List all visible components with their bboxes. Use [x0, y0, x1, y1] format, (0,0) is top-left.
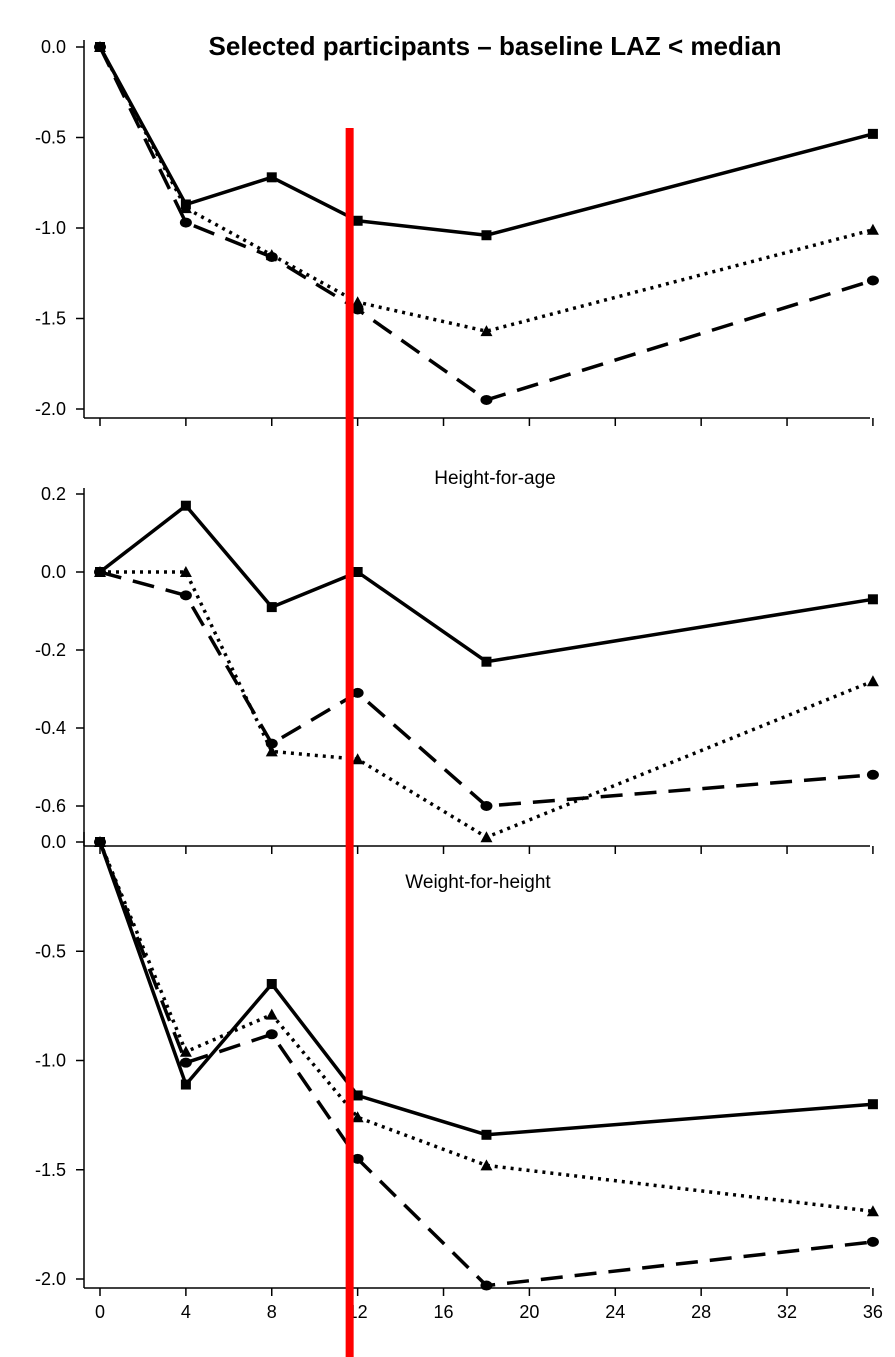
x-tick-label: 32 [777, 1302, 797, 1322]
series-line-dashed [99, 570, 874, 808]
y-tick-label: 0.0 [41, 562, 66, 582]
x-tick-label: 16 [434, 1302, 454, 1322]
marker-square [180, 1079, 191, 1090]
marker-square [867, 594, 878, 605]
marker-triangle [179, 566, 192, 577]
marker-circle [866, 1236, 879, 1247]
series-line-dashed [98, 841, 874, 1288]
marker-square [266, 602, 277, 613]
marker-triangle [265, 1008, 278, 1020]
panel-title: Weight-for-height [405, 872, 551, 893]
marker-triangle [351, 753, 364, 765]
y-tick-label: -2.0 [35, 399, 66, 419]
marker-triangle [866, 675, 879, 687]
marker-circle [351, 1153, 364, 1164]
x-tick-label: 20 [519, 1302, 539, 1322]
marker-square [266, 172, 277, 183]
marker-triangle [351, 296, 364, 308]
y-tick-label: -0.5 [35, 941, 66, 961]
panel-weight-for-height: 0.0-0.5-1.0-1.5-2.00 4 8 12 16 20 24 28 32 36Weig… [35, 832, 883, 1322]
series-line-solid [98, 46, 874, 237]
y-tick-label: -0.2 [35, 640, 66, 660]
marker-square [180, 500, 191, 511]
marker-circle [480, 801, 493, 811]
series-line-dotted [98, 841, 874, 1214]
marker-circle [480, 1280, 493, 1291]
marker-triangle [480, 325, 493, 337]
marker-circle [265, 1029, 278, 1040]
marker-square [352, 215, 363, 226]
panel-title: Height-for-age [434, 468, 555, 489]
y-tick-label: 0.0 [41, 37, 66, 57]
marker-square [867, 1099, 878, 1110]
marker-circle [94, 837, 106, 847]
y-tick-label: -1.5 [35, 1160, 66, 1180]
marker-circle [265, 738, 278, 749]
y-tick-label: -0.5 [35, 128, 66, 148]
panel-height-for-age: 0.2 0.0 -0.2 -0.4 -0.6 Height-for-age [35, 468, 879, 854]
series-line-dotted [100, 570, 874, 839]
x-tick-label: 0 [95, 1302, 105, 1322]
y-tick-label: -1.5 [35, 309, 66, 329]
marker-square [352, 567, 363, 577]
y-tick-label: -0.4 [35, 718, 66, 738]
marker-triangle [480, 831, 493, 843]
x-tick-label: 4 [181, 1302, 191, 1322]
marker-triangle [179, 202, 192, 214]
marker-circle [480, 394, 493, 405]
marker-circle [265, 251, 278, 262]
marker-square [481, 656, 492, 667]
marker-circle [179, 217, 192, 228]
x-tick-label: 8 [267, 1302, 277, 1322]
marker-circle [94, 567, 106, 577]
x-tick-label: 28 [691, 1302, 711, 1322]
marker-triangle [351, 1111, 364, 1123]
marker-square [266, 979, 277, 990]
series-line-solid [98, 503, 874, 664]
marker-circle [179, 590, 192, 601]
marker-square [867, 128, 878, 139]
marker-circle [866, 275, 879, 286]
y-tick-label: 0.2 [41, 484, 66, 504]
panel-overall: 0.0 -0.5 -1.0 -1.5 -2.0 Selected participants… [35, 31, 879, 426]
marker-triangle [265, 745, 278, 757]
x-tick-label: 36 [863, 1302, 883, 1322]
marker-circle [94, 42, 106, 52]
y-tick-label: -1.0 [35, 1051, 66, 1071]
y-tick-label: -1.0 [35, 218, 66, 238]
marker-circle [351, 304, 364, 315]
x-tick-label: 24 [605, 1302, 625, 1322]
series-line-solid [98, 841, 874, 1137]
y-tick-label: -2.0 [35, 1269, 66, 1289]
series-line-dashed [98, 46, 874, 402]
panel-title: Selected participants – baseline LAZ < m… [209, 31, 782, 61]
marker-triangle [179, 1045, 192, 1057]
series-line-dotted [98, 46, 874, 333]
marker-triangle [480, 1159, 493, 1171]
marker-square [352, 1090, 363, 1101]
marker-circle [866, 769, 879, 780]
marker-triangle [866, 223, 879, 235]
y-tick-label: -0.6 [35, 796, 66, 816]
y-tick-label: 0.0 [41, 832, 66, 852]
marker-square [481, 1129, 492, 1140]
marker-triangle [866, 1205, 879, 1217]
marker-circle [179, 1057, 192, 1068]
marker-circle [351, 687, 364, 698]
marker-square [481, 230, 492, 241]
